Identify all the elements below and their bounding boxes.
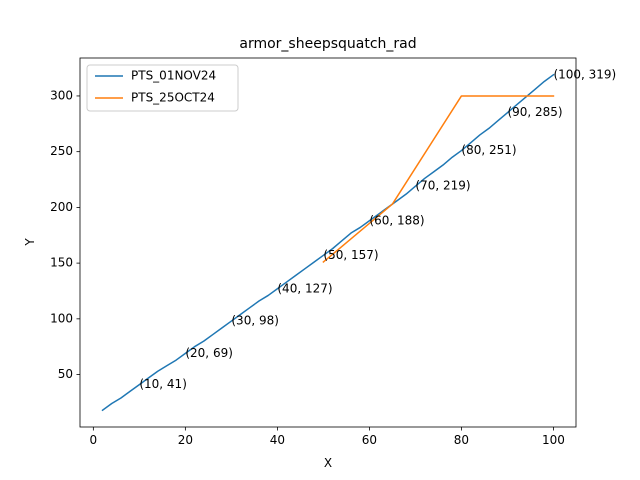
data-label: (10, 41) bbox=[139, 377, 187, 391]
data-label: (70, 219) bbox=[415, 179, 470, 193]
x-tick-label: 0 bbox=[90, 433, 98, 447]
axes-frame bbox=[79, 57, 577, 428]
y-tick-label: 300 bbox=[50, 88, 73, 102]
y-tick-label: 50 bbox=[58, 367, 73, 381]
y-tick-label: 100 bbox=[50, 311, 73, 325]
x-tick-label: 60 bbox=[362, 433, 377, 447]
data-label: (90, 285) bbox=[507, 105, 562, 119]
y-tick-label: 250 bbox=[50, 144, 73, 158]
y-axis-label: Y bbox=[23, 238, 37, 247]
y-tick-label: 200 bbox=[50, 200, 73, 214]
plot-area: (10, 41) (20, 69) (30, 98) (40, 127) (50, 15… bbox=[50, 57, 616, 447]
data-label: (30, 98) bbox=[231, 314, 279, 328]
chart-title: armor_sheepsquatch_rad bbox=[239, 36, 416, 52]
data-label: (40, 127) bbox=[277, 281, 332, 295]
x-tick-label: 40 bbox=[270, 433, 285, 447]
data-label: (50, 157) bbox=[323, 248, 378, 262]
data-label: (100, 319) bbox=[553, 67, 616, 81]
data-label: (60, 188) bbox=[369, 213, 424, 227]
series-line-1 bbox=[101, 73, 555, 412]
x-tick-label: 100 bbox=[542, 433, 565, 447]
y-tick-label: 150 bbox=[50, 256, 73, 270]
legend-label-1: PTS_01NOV24 bbox=[131, 69, 216, 83]
data-label: (20, 69) bbox=[185, 346, 233, 360]
legend-label-2: PTS_25OCT24 bbox=[131, 91, 215, 105]
x-axis-label: X bbox=[324, 456, 332, 470]
x-tick-label: 20 bbox=[178, 433, 193, 447]
legend-box bbox=[86, 64, 239, 112]
data-label: (80, 251) bbox=[461, 143, 516, 157]
x-tick-label: 80 bbox=[454, 433, 469, 447]
series-line-2 bbox=[322, 95, 555, 264]
